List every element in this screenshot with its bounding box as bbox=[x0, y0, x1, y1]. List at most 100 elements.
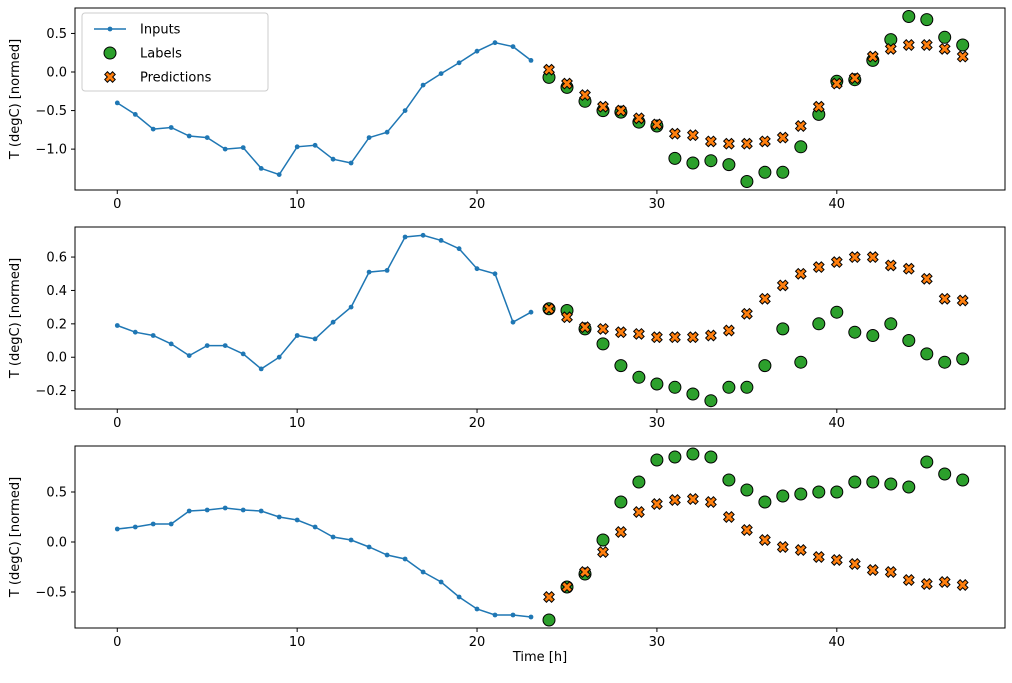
labels-marker bbox=[956, 38, 970, 52]
labels-marker bbox=[632, 475, 646, 489]
labels-marker bbox=[848, 325, 862, 339]
inputs-marker bbox=[438, 579, 444, 585]
predictions-marker bbox=[902, 39, 915, 51]
labels-marker bbox=[902, 334, 916, 347]
predictions-marker bbox=[543, 63, 555, 76]
inputs-marker bbox=[456, 246, 462, 252]
predictions-marker bbox=[632, 327, 645, 340]
labels-marker bbox=[794, 355, 808, 369]
axes-frame bbox=[74, 445, 1006, 629]
predictions-marker bbox=[830, 554, 843, 566]
predictions-marker bbox=[956, 579, 969, 591]
predictions-marker bbox=[812, 261, 825, 274]
labels-marker bbox=[812, 317, 826, 331]
inputs-marker bbox=[204, 343, 210, 348]
predictions-marker bbox=[614, 526, 627, 538]
labels-marker bbox=[758, 359, 772, 373]
labels-marker bbox=[776, 165, 790, 179]
predictions-marker bbox=[848, 72, 861, 85]
labels-marker bbox=[902, 480, 916, 494]
predictions-marker bbox=[597, 100, 609, 113]
predictions-marker bbox=[938, 292, 951, 305]
inputs-marker bbox=[456, 60, 462, 66]
inputs-marker bbox=[402, 556, 408, 562]
labels-marker bbox=[686, 156, 700, 170]
x-tick-label: 40 bbox=[829, 197, 846, 212]
labels-marker bbox=[704, 154, 718, 168]
predictions-marker bbox=[794, 544, 807, 556]
inputs-marker bbox=[438, 71, 444, 76]
x-tick-label: 0 bbox=[113, 635, 121, 650]
predictions-marker bbox=[740, 524, 753, 536]
legend: Inputs Labels Predictions bbox=[81, 12, 269, 92]
predictions-marker bbox=[812, 100, 825, 113]
labels-marker bbox=[704, 450, 718, 464]
predictions-marker bbox=[902, 574, 915, 586]
subplot-3: 0 10 20 30 40 0.5 0.0 −0.5 T (degC) [normed] Time… bbox=[8, 445, 1006, 665]
inputs-marker bbox=[168, 521, 174, 527]
labels-marker bbox=[794, 487, 808, 501]
inputs-marker bbox=[330, 156, 336, 162]
inputs-marker bbox=[492, 271, 498, 277]
predictions-marker bbox=[579, 321, 591, 334]
labels-marker bbox=[542, 613, 556, 627]
predictions-marker bbox=[776, 541, 789, 553]
inputs-marker bbox=[420, 232, 426, 238]
y-tick-label: −0.5 bbox=[35, 586, 67, 601]
predictions-marker bbox=[686, 493, 699, 505]
y-tick-label: −0.2 bbox=[35, 384, 67, 399]
predictions-marker bbox=[830, 77, 843, 90]
predictions-marker bbox=[956, 50, 969, 63]
inputs-marker bbox=[348, 304, 354, 310]
inputs-marker bbox=[186, 133, 192, 139]
labels-marker bbox=[596, 533, 610, 547]
subplot-2: 0 10 20 30 40 0.6 0.4 0.2 0.0 −0.2 T (degC) [norme… bbox=[8, 226, 1006, 431]
predictions-marker bbox=[758, 534, 771, 546]
labels-marker bbox=[686, 387, 700, 401]
inputs-line bbox=[117, 234, 532, 370]
labels-marker bbox=[740, 483, 754, 497]
labels-marker bbox=[956, 352, 970, 366]
predictions-marker bbox=[740, 307, 753, 320]
predictions-marker bbox=[866, 564, 879, 576]
inputs-marker bbox=[258, 508, 264, 514]
predictions-marker bbox=[722, 511, 735, 523]
y-tick-label: −0.5 bbox=[35, 104, 67, 119]
predictions-marker bbox=[561, 311, 573, 324]
predictions-marker bbox=[920, 578, 933, 590]
labels-marker bbox=[668, 151, 682, 165]
labels-marker bbox=[884, 317, 898, 331]
predictions-marker bbox=[704, 496, 717, 508]
labels-marker bbox=[776, 489, 790, 503]
labels-marker bbox=[794, 140, 808, 154]
predictions-marker bbox=[830, 256, 843, 269]
inputs-marker bbox=[204, 507, 210, 513]
legend-circle-sample bbox=[103, 46, 117, 60]
predictions-marker bbox=[650, 118, 663, 131]
predictions-marker bbox=[902, 262, 915, 275]
predictions-marker bbox=[884, 42, 897, 55]
inputs-marker bbox=[294, 333, 300, 338]
subplot-1: 0 10 20 30 40 0.5 0.0 −0.5 −1.0 T (degC) [normed] bbox=[8, 7, 1006, 212]
axes-frame bbox=[74, 226, 1006, 410]
predictions-marker bbox=[543, 591, 555, 603]
y-tick-label: 0.5 bbox=[46, 486, 67, 501]
inputs-marker bbox=[114, 526, 120, 532]
inputs-marker bbox=[276, 354, 282, 360]
x-tick-label: 20 bbox=[469, 416, 486, 431]
predictions-marker bbox=[686, 331, 699, 344]
labels-marker bbox=[758, 495, 772, 509]
inputs-marker bbox=[402, 234, 408, 240]
predictions-marker bbox=[614, 326, 627, 339]
labels-marker bbox=[740, 380, 754, 394]
predictions-marker bbox=[543, 302, 555, 315]
inputs-marker bbox=[492, 612, 498, 618]
x-tick-label: 0 bbox=[113, 416, 121, 431]
inputs-marker bbox=[510, 44, 516, 49]
inputs-marker bbox=[240, 145, 246, 151]
predictions-marker bbox=[561, 77, 573, 90]
predictions-marker bbox=[758, 292, 771, 305]
predictions-marker bbox=[812, 551, 825, 563]
inputs-marker bbox=[168, 341, 174, 347]
inputs-marker bbox=[240, 507, 246, 513]
